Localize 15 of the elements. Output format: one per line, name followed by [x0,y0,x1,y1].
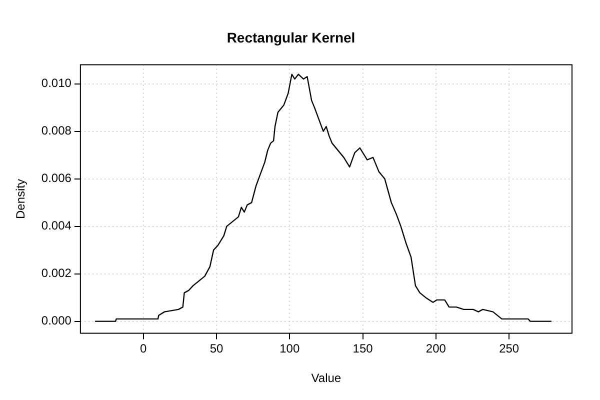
x-tick-label: 50 [210,342,224,356]
y-tick-label: 0.006 [41,171,72,186]
x-tick-label: 250 [499,342,520,356]
chart-title: Rectangular Kernel [226,29,356,46]
x-tick-label: 150 [352,342,374,356]
x-axis-title: Value [311,371,342,386]
y-tick-label: 0.008 [41,124,72,138]
y-tick-label: 0.004 [41,218,72,233]
x-tick-label: 0 [140,342,147,356]
y-tick-label: 0.010 [41,76,72,90]
x-tick-label: 100 [280,342,300,356]
y-tick-label: 0.000 [41,314,72,328]
x-tick-label: 200 [426,342,446,356]
y-axis-title: Density [14,178,28,220]
y-tick-label: 0.002 [41,266,72,280]
